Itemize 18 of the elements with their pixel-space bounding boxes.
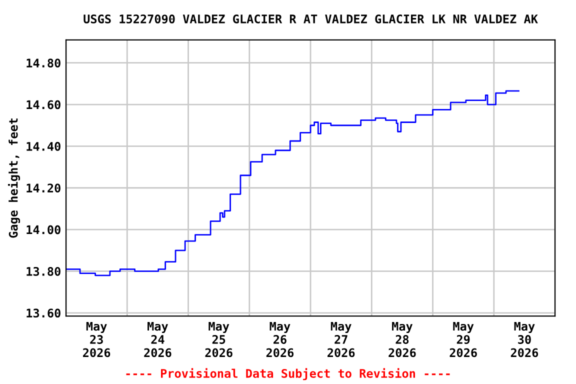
x-tick-label: May 29 2026 [450,322,477,358]
y-tick-label: 14.00 [26,225,60,234]
x-tick-label: May 25 2026 [205,322,232,358]
y-tick-label: 13.80 [26,266,60,276]
x-tick-label: May 23 2026 [83,322,110,358]
y-tick-label: 14.60 [26,100,60,110]
y-tick-label: 14.40 [26,142,60,151]
x-tick-label: May 27 2026 [328,322,355,358]
text: ---- Provisional Data Subject to Revision ---- [126,368,450,380]
y-tick-label: 13.60 [26,308,60,318]
x-tick-label: May 28 2026 [388,322,416,358]
x-tick-label: May 26 2026 [266,322,294,358]
x-tick-label: May 30 2026 [510,322,538,358]
y-tick-label: 14.20 [26,184,60,193]
y-tick-label: 14.80 [26,58,60,68]
x-tick-label: May 24 2026 [144,322,172,358]
chart-title: USGS 15227090 VALDEZ GLACIER R AT VALDEZ GLACIER LK NR VALDEZ AK [84,14,538,24]
y-axis-title: Gage height, feet [8,118,20,238]
